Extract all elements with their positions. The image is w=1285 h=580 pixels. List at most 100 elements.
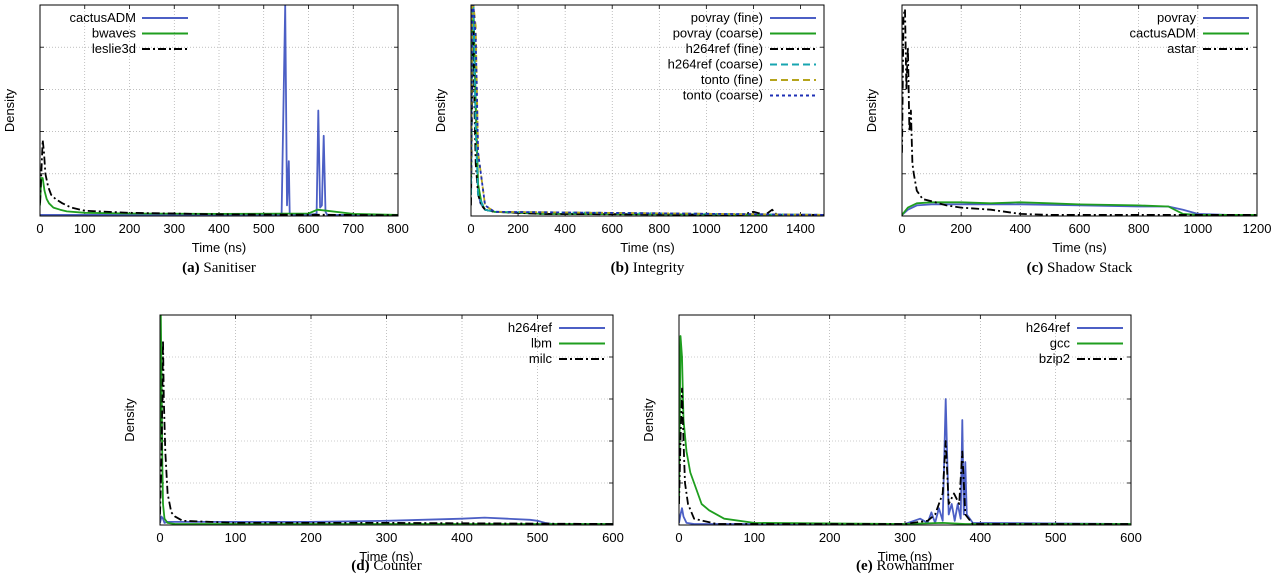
x-tick-label: 500 <box>253 221 275 236</box>
series-line-milc <box>160 339 613 525</box>
x-tick-label: 200 <box>950 221 972 236</box>
legend-label: lbm <box>531 336 552 351</box>
x-tick-label: 200 <box>819 530 841 545</box>
legend-label: h264ref <box>508 320 552 335</box>
series-line-povray-coarse- <box>471 5 824 216</box>
x-tick-label: 800 <box>648 221 670 236</box>
plot-frame <box>901 4 1258 217</box>
legend-label: h264ref (coarse) <box>668 57 763 72</box>
legend-label: leslie3d <box>92 41 136 56</box>
x-tick-label: 400 <box>969 530 991 545</box>
x-tick-label: 800 <box>387 221 409 236</box>
legend: povray (fine)povray (coarse)h264ref (fin… <box>668 10 816 103</box>
x-tick-label: 500 <box>527 530 549 545</box>
series-line-tonto-coarse- <box>471 5 824 216</box>
x-tick-label: 0 <box>156 530 163 545</box>
legend-label: gcc <box>1050 336 1071 351</box>
plot-frame <box>159 314 614 526</box>
plot-frame <box>470 4 825 217</box>
legend-label: h264ref (fine) <box>686 41 763 56</box>
x-tick-label: 1200 <box>739 221 768 236</box>
y-axis-title: Density <box>122 398 137 442</box>
caption-label: (d) <box>351 558 373 574</box>
y-axis-title: Density <box>433 88 448 132</box>
x-tick-label: 200 <box>507 221 529 236</box>
caption: (d) Counter <box>351 558 421 574</box>
legend-label: h264ref <box>1026 320 1070 335</box>
x-tick-label: 200 <box>119 221 141 236</box>
legend-label: povray <box>1157 10 1197 25</box>
x-tick-label: 1200 <box>1243 221 1272 236</box>
x-tick-label: 400 <box>1009 221 1031 236</box>
x-tick-label: 100 <box>74 221 96 236</box>
legend-label: tonto (coarse) <box>683 88 763 103</box>
x-tick-label: 100 <box>743 530 765 545</box>
x-axis-title: Time (ns) <box>192 240 246 255</box>
series-line-h264ref <box>679 398 1131 525</box>
caption-text: Rowhammer <box>876 558 953 574</box>
x-axis-title: Time (ns) <box>878 549 932 564</box>
series-line-cactusadm <box>902 201 1257 216</box>
chart-b: 0 200 400 600 800 1000 1200 1400 povray (fine)po… <box>433 4 825 276</box>
series-line-bwaves <box>40 177 398 216</box>
x-axis-title: Time (ns) <box>620 240 674 255</box>
x-tick-label: 800 <box>1128 221 1150 236</box>
x-tick-label: 0 <box>467 221 474 236</box>
series-line-povray <box>902 203 1257 216</box>
x-tick-label: 300 <box>163 221 185 236</box>
legend-label: bwaves <box>92 26 137 41</box>
series-line-astar <box>902 8 1257 216</box>
caption-text: Sanitiser <box>203 260 256 276</box>
caption: (a) Sanitiser <box>182 260 256 276</box>
legend-label: cactusADM <box>1130 26 1196 41</box>
caption-label: (b) <box>611 260 633 276</box>
x-tick-label: 1400 <box>786 221 815 236</box>
plot-frame <box>39 4 399 217</box>
caption: (c) Shadow Stack <box>1027 260 1133 276</box>
x-tick-label: 300 <box>894 530 916 545</box>
series-line-h264ref <box>160 515 613 525</box>
x-tick-label: 0 <box>675 530 682 545</box>
series-line-h264ref-coarse- <box>471 5 824 216</box>
y-axis-title: Density <box>641 398 656 442</box>
legend-label: milc <box>529 351 553 366</box>
x-axis-title: Time (ns) <box>1052 240 1106 255</box>
caption-text: Integrity <box>633 260 685 276</box>
caption: (b) Integrity <box>611 260 685 276</box>
legend-label: povray (coarse) <box>673 26 763 41</box>
x-tick-label: 600 <box>601 221 623 236</box>
y-axis-title: Density <box>864 88 879 132</box>
caption: (e) Rowhammer <box>856 558 954 574</box>
x-tick-label: 200 <box>300 530 322 545</box>
legend-label: cactusADM <box>70 10 136 25</box>
series-line-lbm <box>160 315 613 525</box>
x-tick-label: 1000 <box>1183 221 1212 236</box>
x-tick-label: 1000 <box>692 221 721 236</box>
caption-label: (a) <box>182 260 203 276</box>
x-tick-label: 600 <box>298 221 320 236</box>
series-line-leslie3d <box>40 139 398 216</box>
series-line-povray-fine- <box>471 5 824 216</box>
x-tick-label: 600 <box>1069 221 1091 236</box>
caption-text: Shadow Stack <box>1047 260 1133 276</box>
x-tick-label: 300 <box>376 530 398 545</box>
series-line-h264ref-fine- <box>471 29 824 216</box>
chart-c: 0 200 400 600 800 1000 1200 povraycactusADMasta… <box>864 4 1272 276</box>
plot-frame <box>678 314 1132 526</box>
y-axis-title: Density <box>2 88 17 132</box>
series-line-bzip2 <box>679 387 1131 525</box>
series-line-tonto-fine- <box>471 5 824 216</box>
x-tick-label: 400 <box>554 221 576 236</box>
chart-a: 0 100 200 300 400 500 600 700 800 cactusADMbwaves… <box>2 4 409 276</box>
x-tick-label: 100 <box>225 530 247 545</box>
legend-label: povray (fine) <box>691 10 763 25</box>
legend-label: bzip2 <box>1039 351 1070 366</box>
x-tick-label: 400 <box>451 530 473 545</box>
